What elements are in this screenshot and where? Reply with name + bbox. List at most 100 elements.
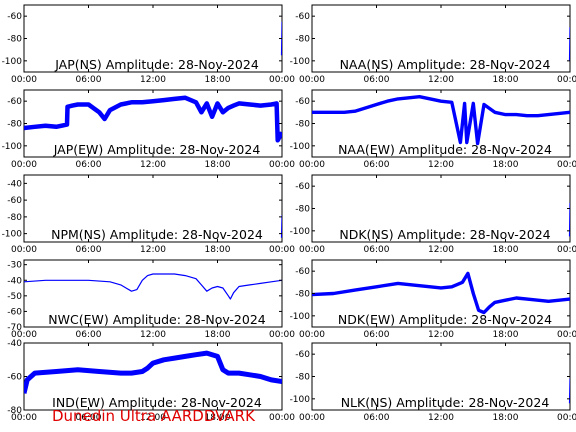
- y-tick-label: -60: [7, 97, 22, 107]
- x-tick-label: 18:00: [205, 75, 231, 85]
- x-tick-label: 06:00: [364, 160, 390, 170]
- x-tick-label: 00:00: [557, 413, 576, 423]
- y-tick-label: -60: [295, 12, 310, 22]
- x-tick-label: 06:00: [364, 245, 390, 255]
- y-tick-label: -80: [295, 35, 310, 45]
- x-tick-label: 00:00: [269, 330, 295, 340]
- y-tick-label: -80: [295, 120, 310, 130]
- x-tick-label: 00:00: [11, 330, 37, 340]
- x-tick-label: 12:00: [428, 245, 454, 255]
- plot-frame: [23, 259, 283, 328]
- x-tick-label: 00:00: [11, 413, 37, 423]
- y-tick-label: -80: [7, 120, 22, 130]
- x-tick-label: 06:00: [364, 330, 390, 340]
- x-tick-label: 06:00: [364, 413, 390, 423]
- panel-jap-ew: 00:00 06:00 12:00 18:00 00:00 -100 -80 -60 JAP(E…: [2, 89, 295, 170]
- x-tick-label: 06:00: [76, 413, 102, 423]
- x-tick-label: 00:00: [299, 75, 325, 85]
- series-line: [568, 378, 570, 404]
- x-tick-label: 18:00: [205, 330, 231, 340]
- x-tick-label: 00:00: [11, 160, 37, 170]
- y-tick-label: -60: [7, 196, 22, 206]
- y-tick-label: -80: [295, 205, 310, 215]
- x-tick-label: 18:00: [493, 245, 519, 255]
- panel-title: NDK(NS) Amplitude: 28-Nov-2024: [339, 227, 550, 242]
- x-tick-label: 18:00: [493, 413, 519, 423]
- x-tick-label: 06:00: [76, 75, 102, 85]
- panel-title: NLK(NS) Amplitude: 28-Nov-2024: [341, 395, 550, 410]
- y-tick-label: -40: [7, 276, 22, 286]
- series-line: [24, 350, 282, 394]
- x-tick-label: 00:00: [299, 160, 325, 170]
- y-tick-label: -100: [290, 142, 311, 152]
- x-tick-label: 00:00: [269, 245, 295, 255]
- panel-npm-ns: 00:00 06:00 12:00 18:00 00:00 -100 -80 -60 -40 NP…: [2, 174, 295, 255]
- x-tick-label: 12:00: [428, 75, 454, 85]
- series-line: [280, 215, 282, 238]
- y-tick-label: -30: [7, 261, 22, 271]
- plot-frame: [311, 259, 571, 328]
- x-tick-label: 00:00: [557, 75, 576, 85]
- y-tick-label: -100: [2, 142, 23, 152]
- x-tick-label: 06:00: [76, 245, 102, 255]
- y-tick-label: -100: [290, 227, 311, 237]
- x-tick-label: 12:00: [140, 413, 166, 423]
- panel-title: NDK(EW) Amplitude: 28-Nov-2024: [338, 312, 552, 327]
- y-tick-label: -100: [2, 57, 23, 67]
- x-tick-label: 00:00: [269, 413, 295, 423]
- y-tick-label: -70: [7, 323, 22, 333]
- y-tick-label: -40: [7, 339, 22, 349]
- x-tick-label: 12:00: [428, 413, 454, 423]
- panel-title: NPM(NS) Amplitude: 28-Nov-2024: [51, 227, 263, 242]
- x-tick-label: 18:00: [493, 75, 519, 85]
- y-tick-label: -100: [290, 57, 311, 67]
- series-line: [312, 271, 570, 315]
- x-tick-label: 12:00: [140, 330, 166, 340]
- y-tick-label: -80: [7, 213, 22, 223]
- panel-title: NAA(NS) Amplitude: 28-Nov-2024: [340, 57, 551, 72]
- panel-title: NAA(EW) Amplitude: 28-Nov-2024: [338, 142, 552, 157]
- panel-ndk-ns: 00:00 06:00 12:00 18:00 00:00 -100 -80 -60 NDK(N…: [290, 174, 576, 255]
- x-tick-label: 00:00: [269, 75, 295, 85]
- y-tick-label: -60: [7, 373, 22, 383]
- y-tick-label: -60: [295, 182, 310, 192]
- panel-title: JAP(NS) Amplitude: 28-Nov-2024: [54, 57, 259, 72]
- plot-frame: [311, 342, 571, 411]
- x-tick-label: 00:00: [269, 160, 295, 170]
- x-tick-label: 18:00: [493, 330, 519, 340]
- series-line: [24, 273, 282, 300]
- x-tick-label: 12:00: [140, 245, 166, 255]
- x-tick-label: 18:00: [205, 160, 231, 170]
- x-tick-label: 18:00: [205, 413, 231, 423]
- panel-nlk-ns: 00:00 06:00 12:00 18:00 00:00 -100 -80 -60 NLK(N…: [290, 342, 576, 423]
- x-tick-label: 00:00: [299, 245, 325, 255]
- x-tick-label: 00:00: [557, 245, 576, 255]
- y-tick-label: -80: [7, 406, 22, 416]
- series-line: [568, 27, 570, 61]
- x-tick-label: 00:00: [11, 245, 37, 255]
- footer-credit: Dunedin Ultra AARDDVARK: [52, 407, 255, 425]
- plot-frame: [23, 174, 283, 243]
- x-tick-label: 18:00: [493, 160, 519, 170]
- plot-frame: [23, 4, 283, 73]
- panel-nwc-ew: 00:00 06:00 12:00 18:00 00:00-70-60-50-40-30…: [7, 259, 295, 340]
- series-line: [568, 202, 570, 237]
- y-tick-label: -40: [7, 179, 22, 189]
- plot-frame: [311, 174, 571, 243]
- y-tick-label: -100: [290, 395, 311, 405]
- panel-jap-ns: 00:00 06:00 12:00 18:00 00:00 -100 -80 -60 JAP(N…: [2, 4, 295, 85]
- y-tick-label: -60: [7, 12, 22, 22]
- panel-title: IND(EW) Amplitude: 28-Nov-2024: [52, 395, 262, 410]
- x-tick-label: 12:00: [428, 160, 454, 170]
- x-tick-label: 00:00: [299, 330, 325, 340]
- x-tick-label: 06:00: [76, 160, 102, 170]
- x-tick-label: 06:00: [364, 75, 390, 85]
- y-tick-label: -60: [7, 307, 22, 317]
- y-tick-label: -100: [2, 230, 23, 240]
- panel-naa-ns: 00:00 06:00 12:00 18:00 00:00 -100 -80 -60 NAA(N…: [290, 4, 576, 85]
- x-tick-label: 12:00: [428, 330, 454, 340]
- x-tick-label: 00:00: [557, 160, 576, 170]
- y-tick-label: -50: [7, 292, 22, 302]
- y-tick-label: -60: [295, 350, 310, 360]
